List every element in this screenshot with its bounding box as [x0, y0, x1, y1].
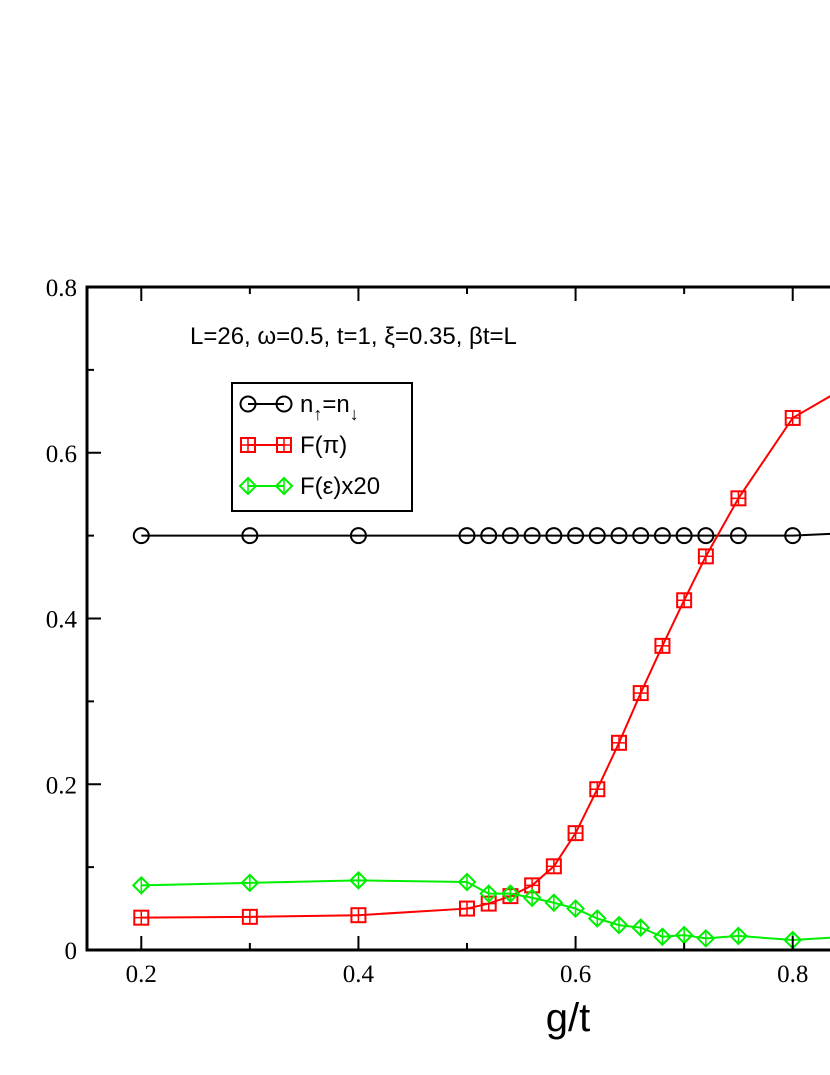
data-point	[545, 527, 563, 545]
series-layer	[131, 395, 830, 950]
series-2	[131, 870, 830, 950]
data-point	[784, 409, 801, 426]
legend-marker	[239, 395, 257, 413]
x-tick-label: 0.2	[126, 961, 157, 988]
data-point	[132, 527, 150, 545]
data-point	[696, 928, 716, 948]
data-point	[241, 908, 258, 925]
data-point	[522, 888, 542, 908]
data-point	[350, 907, 367, 924]
x-tick-label: 0.8	[777, 961, 808, 988]
x-tick-label: 0.6	[560, 961, 591, 988]
data-point	[457, 872, 477, 892]
data-point	[133, 909, 150, 926]
data-point	[632, 685, 649, 702]
data-point	[544, 893, 564, 913]
legend: n↑=n↓ F(π) F(ε)x20	[231, 382, 413, 512]
data-point	[240, 873, 260, 893]
data-point	[729, 926, 748, 946]
data-point	[566, 899, 585, 918]
data-point	[131, 875, 151, 895]
data-point	[523, 527, 541, 545]
y-tick-label: 0	[65, 938, 78, 965]
data-point	[653, 527, 671, 545]
legend-label: F(ε)x20	[300, 473, 380, 500]
data-point	[349, 870, 368, 890]
series-line	[141, 532, 830, 537]
legend-marker	[274, 476, 294, 496]
plot-frame	[85, 285, 830, 952]
x-axis-label: g/t	[546, 996, 590, 1040]
y-tick-label: 0.4	[46, 607, 78, 634]
y-tick-label: 0.2	[46, 772, 77, 799]
data-point	[349, 527, 367, 545]
legend-marker	[238, 476, 258, 496]
y-tick-label: 0.8	[46, 275, 77, 302]
data-point	[675, 527, 693, 545]
data-point	[676, 592, 693, 609]
data-point	[545, 858, 562, 875]
legend-entry-2: F(ε)x20	[238, 473, 380, 500]
data-point	[458, 527, 476, 545]
data-point	[609, 915, 629, 935]
data-point	[588, 527, 606, 545]
series-0	[132, 527, 830, 545]
axis-layer: 0.2 0.4 0.6 0.8 0 0.2 0.4 0.6 0.8	[46, 275, 809, 988]
legend-marker	[275, 395, 293, 413]
legend-label: n↑=n↓	[300, 391, 359, 424]
legend-marker	[276, 437, 292, 453]
data-point	[729, 527, 747, 545]
data-point	[611, 734, 627, 751]
data-point	[479, 884, 499, 904]
legend-entry-0: n↑=n↓	[239, 391, 359, 424]
data-point	[587, 909, 607, 928]
data-point	[631, 918, 651, 938]
data-point	[654, 637, 671, 654]
data-point	[653, 927, 672, 947]
plot-annotation: L=26, ω=0.5, t=1, ξ=0.35, βt=L	[190, 323, 517, 350]
x-tick-label: 0.4	[343, 961, 375, 988]
data-point	[697, 527, 715, 545]
data-point	[459, 900, 475, 917]
data-point	[480, 527, 498, 545]
data-point	[501, 884, 520, 904]
data-point	[632, 527, 650, 545]
y-tick-label: 0.6	[46, 441, 77, 468]
data-point	[730, 490, 747, 507]
data-point	[241, 527, 259, 545]
series-line	[141, 395, 830, 919]
data-point	[567, 527, 585, 545]
data-point	[610, 527, 628, 545]
data-point	[697, 548, 714, 565]
data-point	[784, 527, 802, 545]
legend-marker	[240, 437, 256, 453]
series-line	[141, 879, 830, 942]
data-point	[501, 527, 519, 545]
legend-label: F(π)	[300, 432, 347, 459]
data-point	[589, 781, 606, 798]
legend-entry-1: F(π)	[240, 432, 347, 459]
data-point	[567, 825, 584, 842]
